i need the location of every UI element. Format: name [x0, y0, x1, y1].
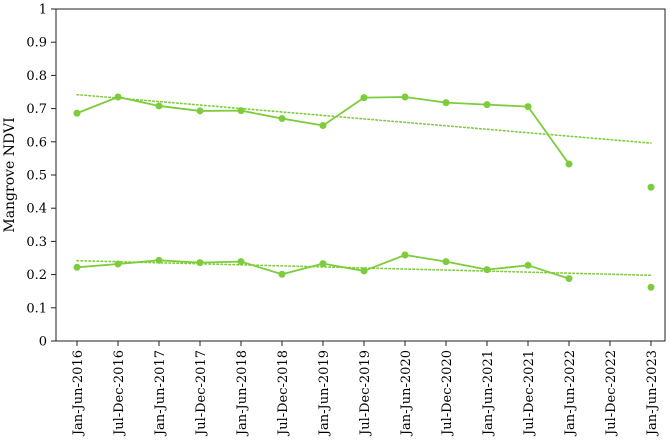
x-tick-label: Jan-Jun-2016: [71, 350, 86, 437]
y-tick-label: 0: [39, 335, 47, 350]
data-point: [196, 259, 204, 267]
y-tick-label: 0.8: [26, 69, 47, 84]
data-point: [73, 109, 81, 117]
data-point: [442, 99, 450, 107]
data-point: [442, 258, 450, 266]
plot-frame: [55, 8, 666, 342]
data-point: [155, 256, 163, 264]
data-point: [278, 115, 286, 123]
plot-area-border: [55, 8, 666, 342]
data-point: [114, 260, 122, 268]
data-point: [155, 102, 163, 110]
y-axis-ticks: 0 0.1 0.2 0.3 0.4 0.5 0.6 0.7 0.8 0.9 1: [26, 3, 56, 350]
x-tick-label: Jan-Jun-2023: [645, 350, 660, 437]
data-point: [196, 107, 204, 115]
data-point: [524, 261, 532, 269]
data-point: [647, 283, 655, 291]
data-point: [73, 263, 81, 271]
x-tick-label: Jul-Dec-2021: [522, 350, 537, 437]
trendline: [76, 259, 652, 277]
x-axis-ticks: Jan-Jun-2016 Jul-Dec-2016 Jan-Jun-2017 Jul-…: [71, 341, 660, 437]
x-tick-label: Jan-Jun-2018: [235, 350, 250, 437]
x-tick-label: Jul-Dec-2016: [112, 350, 127, 437]
x-tick-label: Jul-Dec-2017: [194, 350, 209, 437]
x-tick-label: Jan-Jun-2019: [317, 350, 332, 437]
x-tick-label: Jul-Dec-2022: [604, 350, 619, 437]
data-point: [565, 275, 573, 283]
y-tick-label: 0.2: [26, 268, 47, 283]
data-point: [565, 160, 573, 168]
trendline: [76, 93, 652, 144]
data-point: [524, 103, 532, 111]
y-axis-title: Mangrove NDVI: [2, 117, 18, 232]
data-points: [73, 93, 655, 291]
x-tick-label: Jan-Jun-2017: [153, 350, 168, 437]
data-point: [319, 260, 327, 268]
x-tick-label: Jul-Dec-2018: [276, 350, 291, 437]
y-tick-label: 0.6: [26, 135, 47, 150]
x-tick-label: Jul-Dec-2020: [440, 350, 455, 437]
data-point: [237, 107, 245, 115]
y-tick-label: 1: [39, 3, 47, 18]
x-tick-label: Jan-Jun-2020: [399, 350, 414, 437]
data-point: [647, 183, 655, 191]
x-tick-label: Jan-Jun-2022: [563, 350, 578, 437]
data-point: [319, 122, 327, 130]
data-point: [278, 270, 286, 278]
data-point: [483, 266, 491, 274]
data-point: [401, 93, 409, 101]
data-point: [237, 258, 245, 266]
y-tick-label: 0.4: [26, 202, 47, 217]
y-tick-label: 0.3: [26, 235, 47, 250]
y-tick-label: 0.5: [26, 169, 47, 184]
y-tick-label: 0.9: [26, 36, 47, 51]
x-tick-label: Jan-Jun-2021: [481, 350, 496, 437]
data-point: [483, 101, 491, 109]
data-point: [360, 94, 368, 102]
x-tick-label: Jul-Dec-2019: [358, 350, 373, 437]
data-point: [360, 267, 368, 275]
data-point: [401, 251, 409, 259]
y-tick-label: 0.1: [26, 301, 47, 316]
y-tick-label: 0.7: [26, 102, 47, 117]
trendlines: [76, 93, 652, 277]
data-point: [114, 93, 122, 101]
